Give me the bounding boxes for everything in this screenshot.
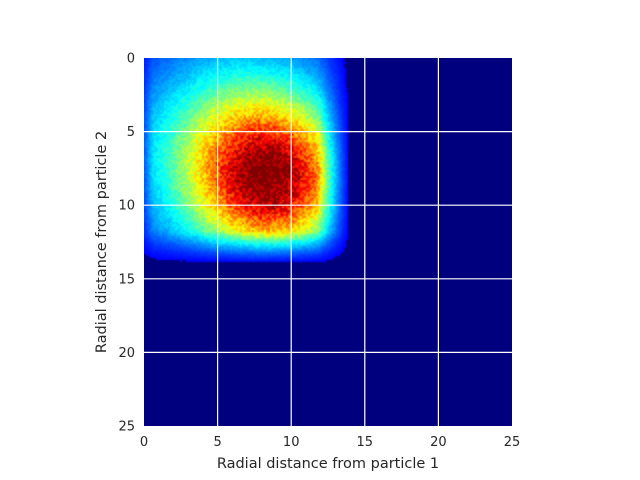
y-tick-label: 25 <box>118 420 135 435</box>
y-tick-label: 15 <box>118 272 135 287</box>
x-tick-label: 10 <box>283 435 300 450</box>
grid-lines <box>144 58 512 426</box>
plot-area <box>144 58 512 426</box>
y-axis-label: Radial distance from particle 2 <box>94 131 110 353</box>
x-tick-label: 0 <box>140 435 148 450</box>
x-tick-label: 5 <box>213 435 221 450</box>
x-tick-label: 25 <box>504 435 521 450</box>
x-axis-label: Radial distance from particle 1 <box>217 456 439 472</box>
x-axis-ticks: 0 5 10 15 20 25 <box>140 435 520 450</box>
x-tick-label: 20 <box>430 435 447 450</box>
y-tick-label: 0 <box>127 52 135 67</box>
y-tick-label: 5 <box>127 125 135 140</box>
y-tick-label: 20 <box>118 346 135 361</box>
heatmap-density-image <box>144 58 512 426</box>
y-axis-ticks: 0 5 10 15 20 25 <box>118 52 135 435</box>
y-tick-label: 10 <box>118 199 135 214</box>
x-tick-label: 15 <box>357 435 374 450</box>
